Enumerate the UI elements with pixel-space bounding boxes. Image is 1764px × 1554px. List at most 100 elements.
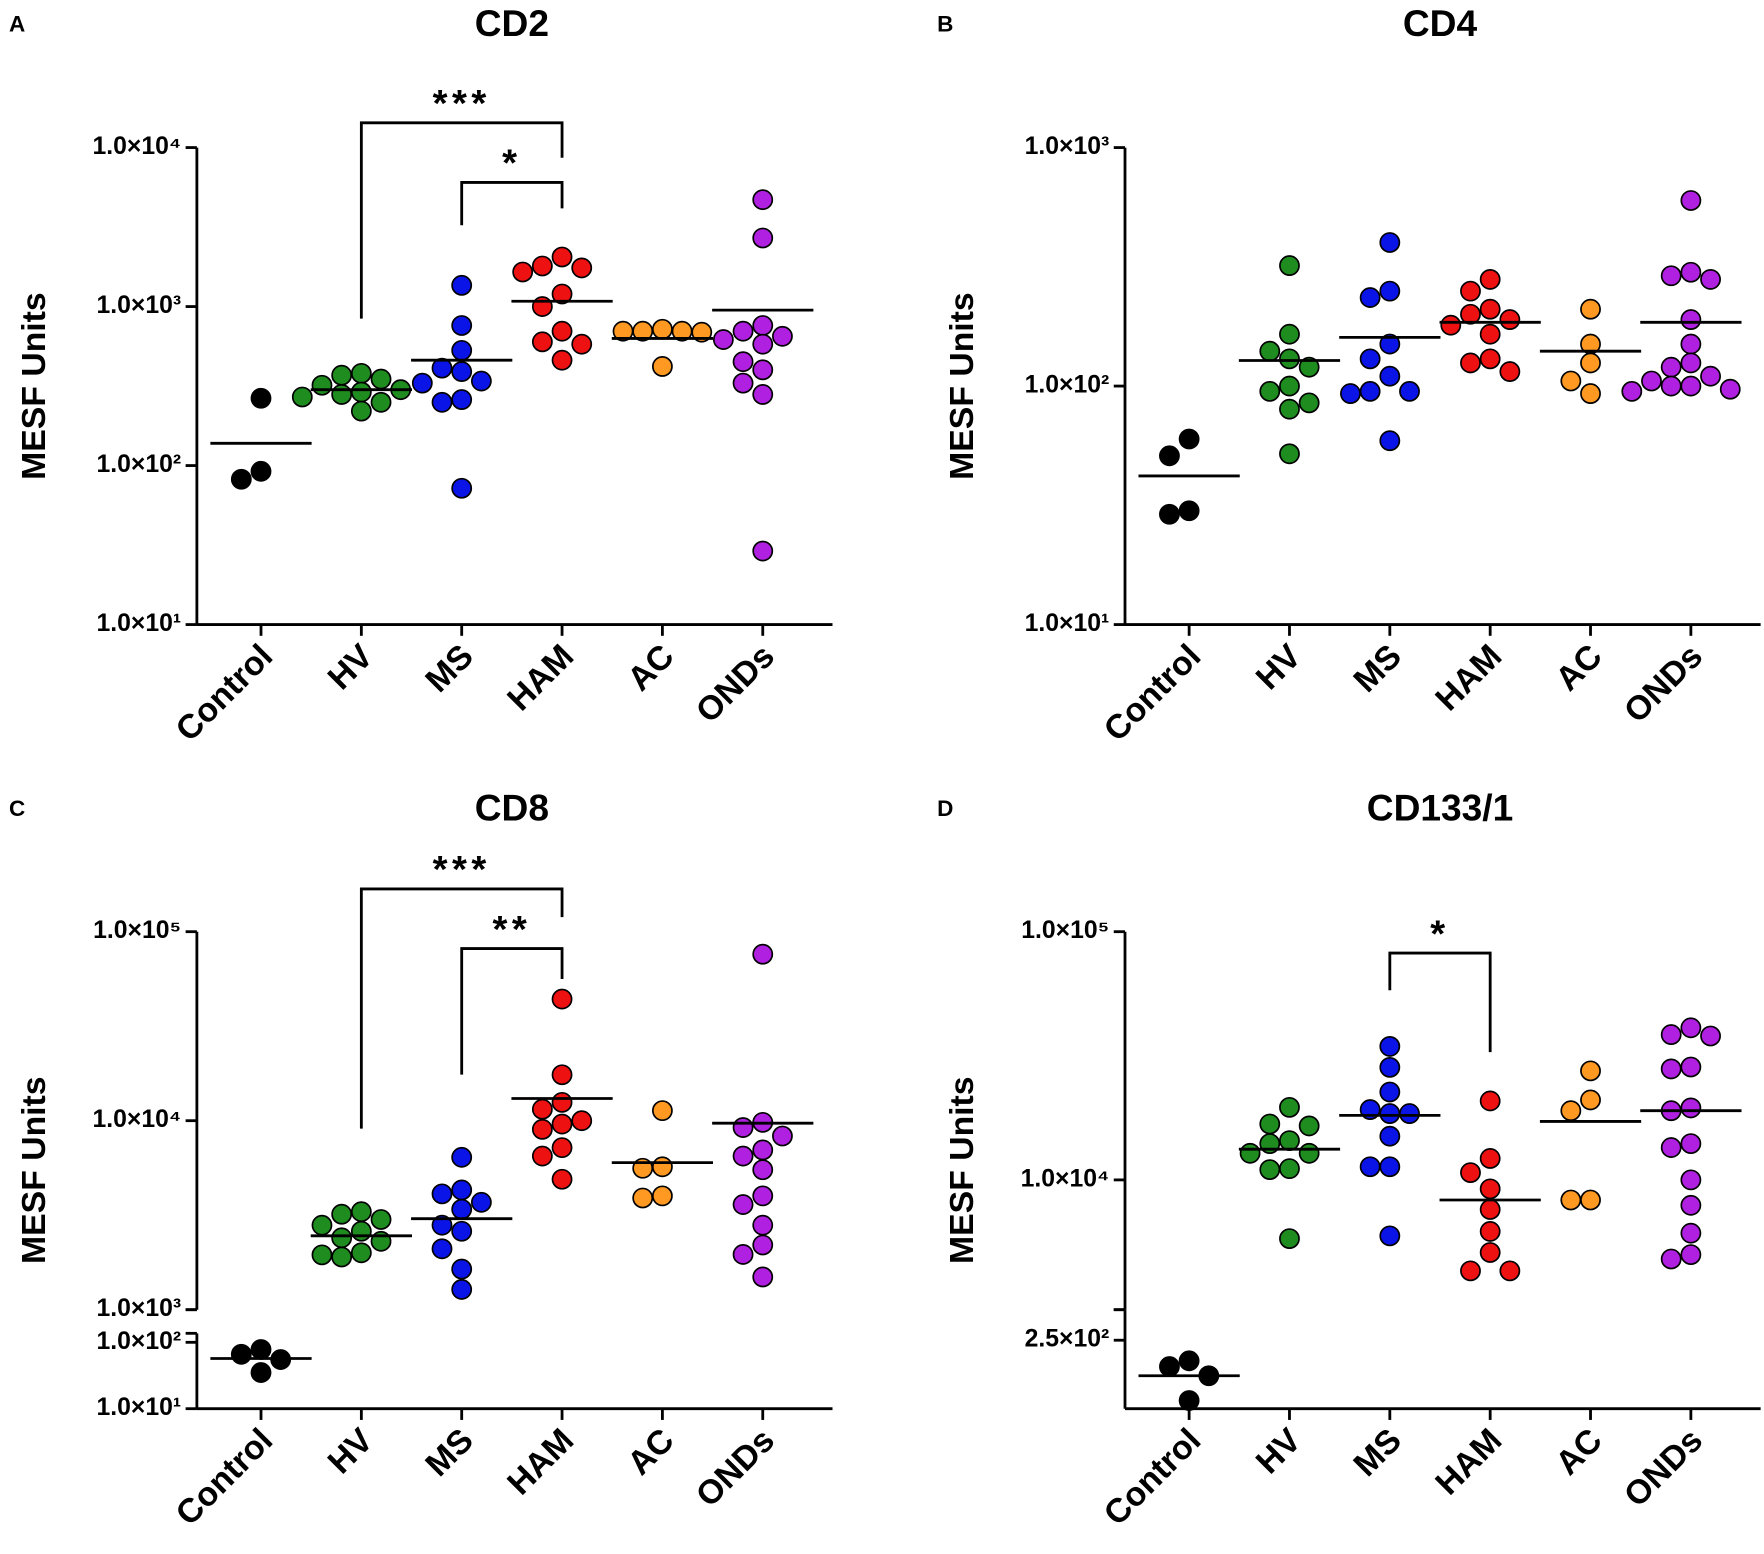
- data-point: [1379, 1156, 1401, 1178]
- data-point: [451, 315, 473, 336]
- data-point: [1700, 365, 1721, 387]
- x-tick-label: HV: [320, 1421, 380, 1481]
- data-point: [531, 1098, 553, 1120]
- data-point: [1580, 1060, 1601, 1082]
- data-point: [1680, 1169, 1702, 1191]
- panel-letter: A: [9, 12, 25, 37]
- data-point: [732, 320, 754, 342]
- data-point: [331, 384, 353, 405]
- data-point: [551, 988, 573, 1010]
- data-point: [1479, 1242, 1501, 1263]
- data-point: [311, 1244, 333, 1266]
- panel: D CD133/1 MESF Units 1.0×10⁴ 1.0×10⁵ 2.5×10² C…: [937, 786, 1761, 1533]
- data-point: [1279, 323, 1300, 345]
- data-point: [1379, 280, 1401, 302]
- data-point: [752, 384, 774, 405]
- data-point: [551, 246, 573, 268]
- data-point: [451, 339, 473, 361]
- x-tick-label: AC: [1548, 1421, 1609, 1482]
- data-point: [1680, 1056, 1702, 1078]
- data-point: [1379, 1081, 1401, 1103]
- data-point: [752, 315, 774, 336]
- data-point: [1340, 383, 1361, 404]
- data-point: [551, 349, 573, 371]
- data-point: [451, 1279, 473, 1300]
- data-point: [1298, 1142, 1320, 1164]
- data-point: [1379, 1036, 1401, 1057]
- x-tick-label: ONDs: [1617, 1421, 1710, 1514]
- data-point: [411, 372, 433, 394]
- data-point: [1239, 1142, 1261, 1164]
- data-point: [1279, 1096, 1300, 1118]
- data-point: [1479, 1221, 1501, 1242]
- data-point: [1178, 428, 1200, 450]
- data-point: [732, 1145, 754, 1167]
- y-tick-label: 2.5×10²: [1025, 1326, 1110, 1353]
- data-point: [431, 391, 453, 413]
- significance-bracket: [359, 887, 564, 1129]
- data-point: [1279, 398, 1300, 420]
- data-point: [1560, 370, 1582, 392]
- data-point: [1440, 314, 1462, 336]
- data-point: [1680, 352, 1702, 374]
- data-point: [1499, 361, 1521, 382]
- y-axis-label: MESF Units: [15, 1076, 53, 1264]
- data-point: [350, 1220, 372, 1242]
- x-tick-label: AC: [1548, 637, 1609, 698]
- x-tick-label: HAM: [500, 1421, 581, 1502]
- data-point: [1298, 356, 1320, 378]
- data-point: [1580, 1089, 1601, 1111]
- x-tick-label: MS: [418, 637, 481, 700]
- data-point: [712, 329, 734, 350]
- data-point: [1279, 375, 1300, 397]
- x-tick-label: HAM: [1428, 637, 1509, 718]
- chart-title: CD133/1: [1367, 786, 1513, 828]
- data-point: [1660, 1248, 1682, 1270]
- data-point: [451, 389, 473, 410]
- data-point: [311, 1214, 333, 1236]
- data-point: [1660, 356, 1682, 378]
- data-point: [1279, 255, 1300, 276]
- data-point: [1460, 1162, 1481, 1184]
- data-point: [431, 1214, 453, 1236]
- y-tick-label: 1.0×10²: [96, 451, 181, 478]
- data-point: [1499, 309, 1521, 330]
- data-point: [1460, 1260, 1481, 1282]
- data-point: [1580, 1189, 1601, 1211]
- data-point: [571, 333, 593, 355]
- y-tick-label: 1.0×10²: [1025, 372, 1110, 399]
- data-point: [250, 387, 272, 409]
- x-tick-label: HAM: [500, 637, 581, 718]
- data-point: [1680, 333, 1702, 355]
- data-point: [732, 1117, 754, 1138]
- data-point: [752, 333, 774, 355]
- data-point: [1379, 232, 1401, 253]
- data-point: [451, 274, 473, 296]
- x-tick-label: Control: [1097, 637, 1209, 749]
- data-point: [1298, 1115, 1320, 1137]
- data-point: [1399, 380, 1420, 402]
- data-point: [752, 540, 774, 562]
- data-point: [1379, 1056, 1401, 1078]
- data-point: [551, 1064, 573, 1086]
- data-point: [1479, 348, 1501, 370]
- significance-label: **: [492, 908, 531, 951]
- data-point: [1660, 265, 1682, 287]
- data-point: [1621, 380, 1643, 402]
- data-point: [1359, 380, 1381, 402]
- data-point: [752, 1214, 774, 1236]
- y-tick-label: 1.0×10¹: [1025, 610, 1110, 637]
- data-point: [1460, 280, 1481, 302]
- panel: C CD8 MESF Units 1.0×10³ 1.0×10⁴ 1.0×10⁵ 1.0×1…: [9, 786, 833, 1533]
- data-point: [370, 391, 392, 413]
- panel-letter: C: [9, 796, 25, 821]
- y-axis-label: MESF Units: [943, 292, 981, 480]
- data-point: [431, 1238, 453, 1260]
- data-point: [651, 318, 673, 340]
- x-tick-label: HV: [1249, 1421, 1309, 1481]
- data-point: [1680, 1194, 1702, 1216]
- data-point: [1700, 269, 1721, 290]
- data-point: [1279, 1228, 1300, 1250]
- data-point: [1279, 1158, 1300, 1180]
- x-tick-label: MS: [418, 1421, 481, 1484]
